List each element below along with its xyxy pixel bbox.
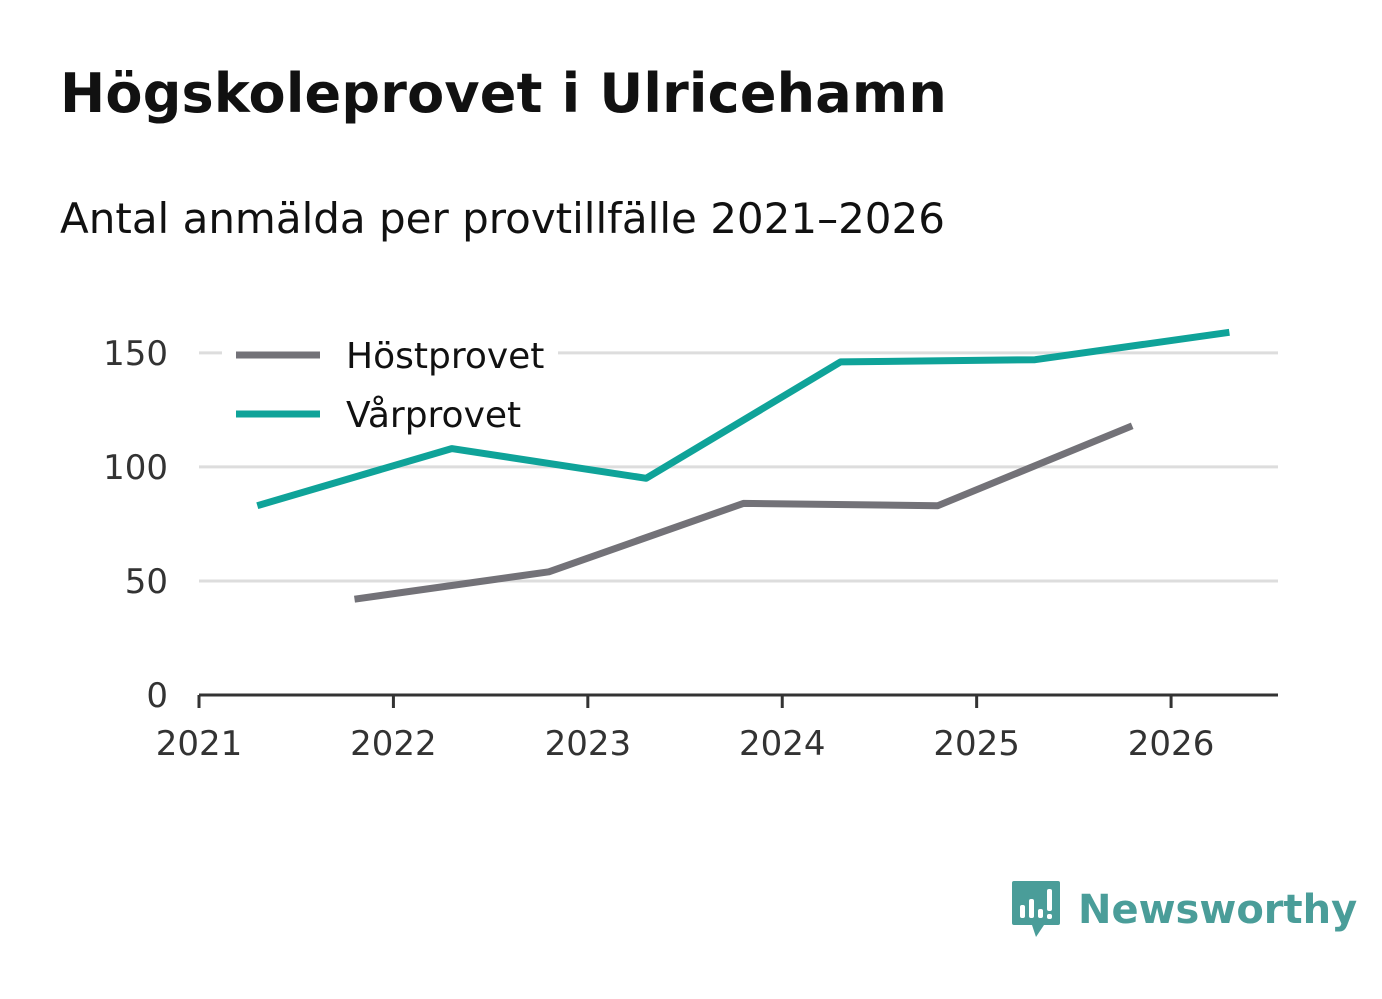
x-tick-label: 2023	[545, 724, 632, 764]
series-line-hostprovet	[354, 422, 1134, 603]
series-line-varprovet	[256, 328, 1230, 510]
brand-logo: Newsworthy	[1010, 878, 1357, 942]
brand-name: Newsworthy	[1078, 887, 1358, 933]
x-tick-label: 2022	[350, 724, 437, 764]
x-tick-label: 2026	[1128, 724, 1215, 764]
x-tick-label: 2021	[156, 724, 243, 764]
series-layer	[256, 328, 1230, 603]
legend-background	[222, 326, 558, 442]
x-tick-label: 2025	[933, 724, 1020, 764]
y-tick-label: 0	[146, 676, 168, 716]
chart-title: Högskoleprovet i Ulricehamn	[60, 62, 948, 125]
axis-layer: 0 50 100 150 2021 2022 2023 2024 2025 2026	[103, 334, 1278, 764]
legend-label: Höstprovet	[346, 336, 544, 377]
x-tick-label: 2024	[739, 724, 826, 764]
legend-label: Vårprovet	[346, 395, 521, 436]
y-tick-label: 50	[125, 562, 168, 602]
y-tick-label: 100	[103, 448, 168, 488]
newsworthy-logo-icon	[1012, 881, 1060, 937]
chart-subtitle: Antal anmälda per provtillfälle 2021–202…	[60, 194, 945, 243]
legend: Höstprovet Vårprovet	[222, 326, 558, 442]
y-tick-label: 150	[103, 334, 168, 374]
